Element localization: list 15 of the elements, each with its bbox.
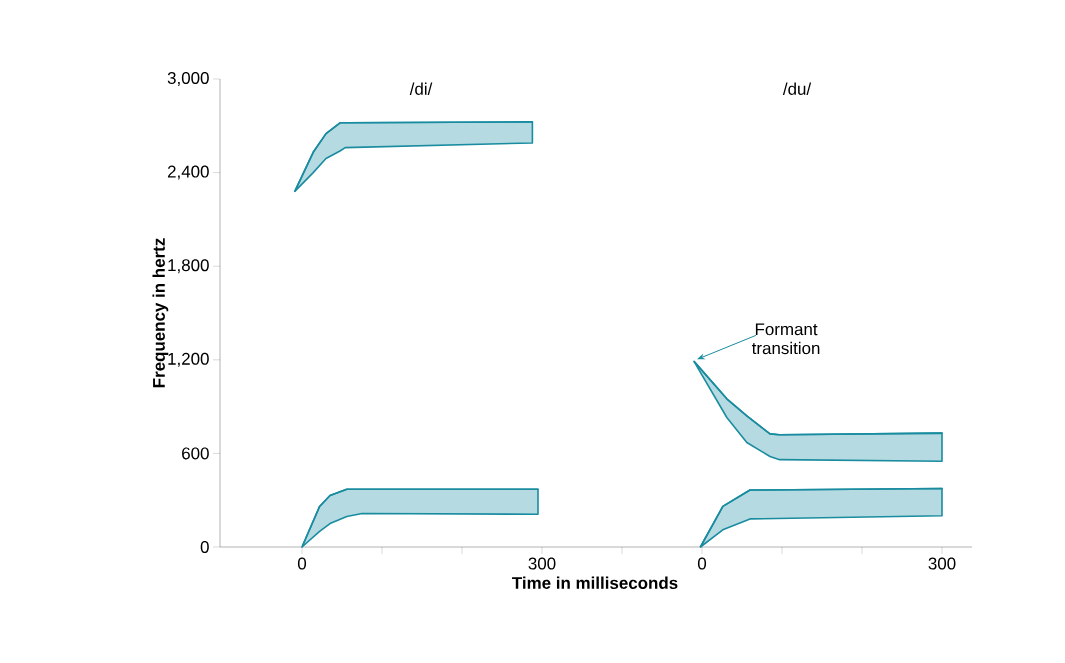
x-tick-label: 0 <box>297 557 307 570</box>
y-tick-label: 1,200 <box>168 352 209 367</box>
y-tick-label: 0 <box>200 541 209 553</box>
chart-title: /du/ <box>782 82 812 95</box>
y-tick-label: 3,000 <box>167 72 209 86</box>
x-tick-label: 300 <box>928 557 956 570</box>
annotation: Formant transition <box>751 323 820 355</box>
y-tick-label: 600 <box>182 447 209 460</box>
x-axis-title: Time in milliseconds <box>512 576 678 589</box>
x-tick-label: 300 <box>528 557 556 570</box>
chart-title: /di/ <box>409 82 433 95</box>
y-tick-label: 2,400 <box>167 165 209 180</box>
x-tick-label: 0 <box>697 557 707 570</box>
y-tick-label: 1,800 <box>168 259 209 274</box>
y-axis-title: Frequency in hertz <box>152 238 169 388</box>
